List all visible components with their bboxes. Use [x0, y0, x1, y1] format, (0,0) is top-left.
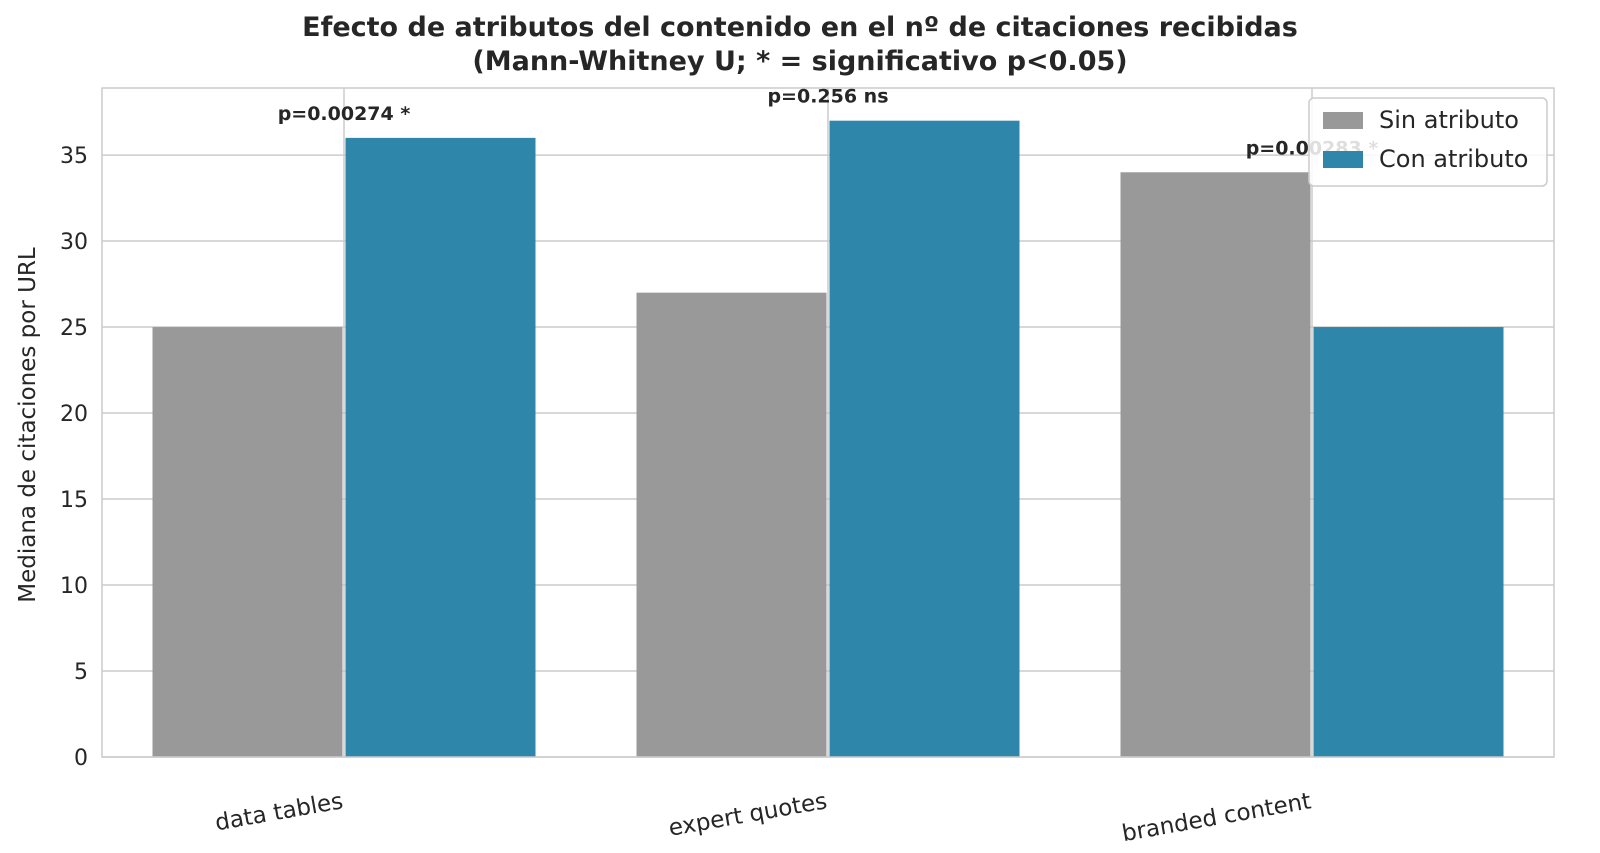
- legend: Sin atributo Con atributo: [1308, 97, 1548, 187]
- chart-title-line2: (Mann-Whitney U; * = significativo p<0.0…: [472, 46, 1128, 77]
- bar-con-atributo: [829, 120, 1020, 758]
- legend-label: Sin atributo: [1379, 106, 1519, 134]
- y-axis-label: Mediana de citaciones por URL: [15, 247, 41, 603]
- legend-swatch: [1323, 112, 1363, 129]
- bar-sin-atributo: [636, 292, 827, 757]
- legend-swatch: [1323, 151, 1363, 168]
- bar-sin-atributo: [1120, 172, 1311, 758]
- y-tick-label: 0: [74, 746, 88, 771]
- legend-box: [1308, 97, 1548, 187]
- x-tick-label: branded content: [1120, 788, 1313, 847]
- p-value-annotation: p=0.00274 *: [278, 103, 411, 125]
- bar-con-atributo: [1313, 327, 1504, 757]
- y-tick-label: 30: [60, 230, 88, 255]
- y-tick-label: 15: [60, 488, 88, 513]
- y-tick-label: 5: [74, 660, 88, 685]
- y-tick-label: 20: [60, 402, 88, 427]
- p-value-annotation: p=0.256 ns: [767, 86, 888, 108]
- y-tick-label: 10: [60, 574, 88, 599]
- bars-layer: [152, 120, 1504, 758]
- bar-con-atributo: [345, 137, 536, 758]
- y-tick-label: 25: [60, 316, 88, 341]
- plot-frame: [101, 87, 1555, 758]
- bar-sin-atributo: [152, 327, 343, 757]
- x-tick-label: data tables: [213, 788, 345, 836]
- legend-label: Con atributo: [1379, 145, 1528, 173]
- y-tick-label: 35: [60, 144, 88, 169]
- chart-title-line1: Efecto de atributos del contenido en el …: [302, 12, 1298, 43]
- x-tick-label: expert quotes: [667, 788, 829, 841]
